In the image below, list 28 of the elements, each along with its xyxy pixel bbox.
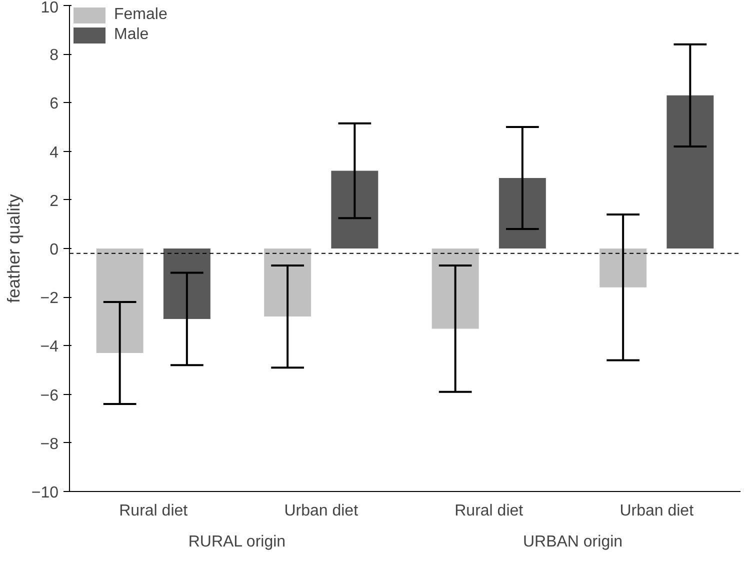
x-tick-label: Urban diet bbox=[284, 502, 359, 520]
text: URBAN origin bbox=[522, 534, 623, 550]
bar bbox=[666, 95, 714, 248]
y-axis-title: feather quality bbox=[3, 194, 24, 303]
legend-label: Female bbox=[114, 6, 168, 24]
text: RURAL origin bbox=[188, 534, 286, 550]
y-tick-label: 0 bbox=[50, 242, 59, 258]
x-tick-label: Rural diet bbox=[454, 502, 524, 520]
x-tick-label: Rural diet bbox=[119, 502, 188, 520]
bar bbox=[163, 248, 210, 319]
y-tick-label: −4 bbox=[40, 338, 59, 356]
y-tick-label: −6 bbox=[40, 387, 59, 404]
bar bbox=[331, 170, 378, 248]
bar bbox=[498, 178, 546, 248]
y-tick-label: 2 bbox=[50, 192, 59, 210]
y-tick-label: 8 bbox=[50, 47, 59, 64]
bar bbox=[600, 248, 647, 288]
y-tick-label: −10 bbox=[31, 484, 59, 502]
y-tick-label: 6 bbox=[50, 96, 59, 113]
y-tick-label: −2 bbox=[40, 290, 59, 308]
bar bbox=[432, 248, 479, 329]
y-tick-label: 10 bbox=[40, 0, 59, 16]
bar bbox=[264, 248, 312, 317]
x-tick-label: Urban diet bbox=[620, 502, 694, 520]
bar bbox=[96, 248, 144, 353]
legend-label: Male bbox=[114, 26, 149, 44]
y-tick-label: −8 bbox=[40, 436, 59, 453]
y-tick-label: 4 bbox=[50, 144, 59, 162]
